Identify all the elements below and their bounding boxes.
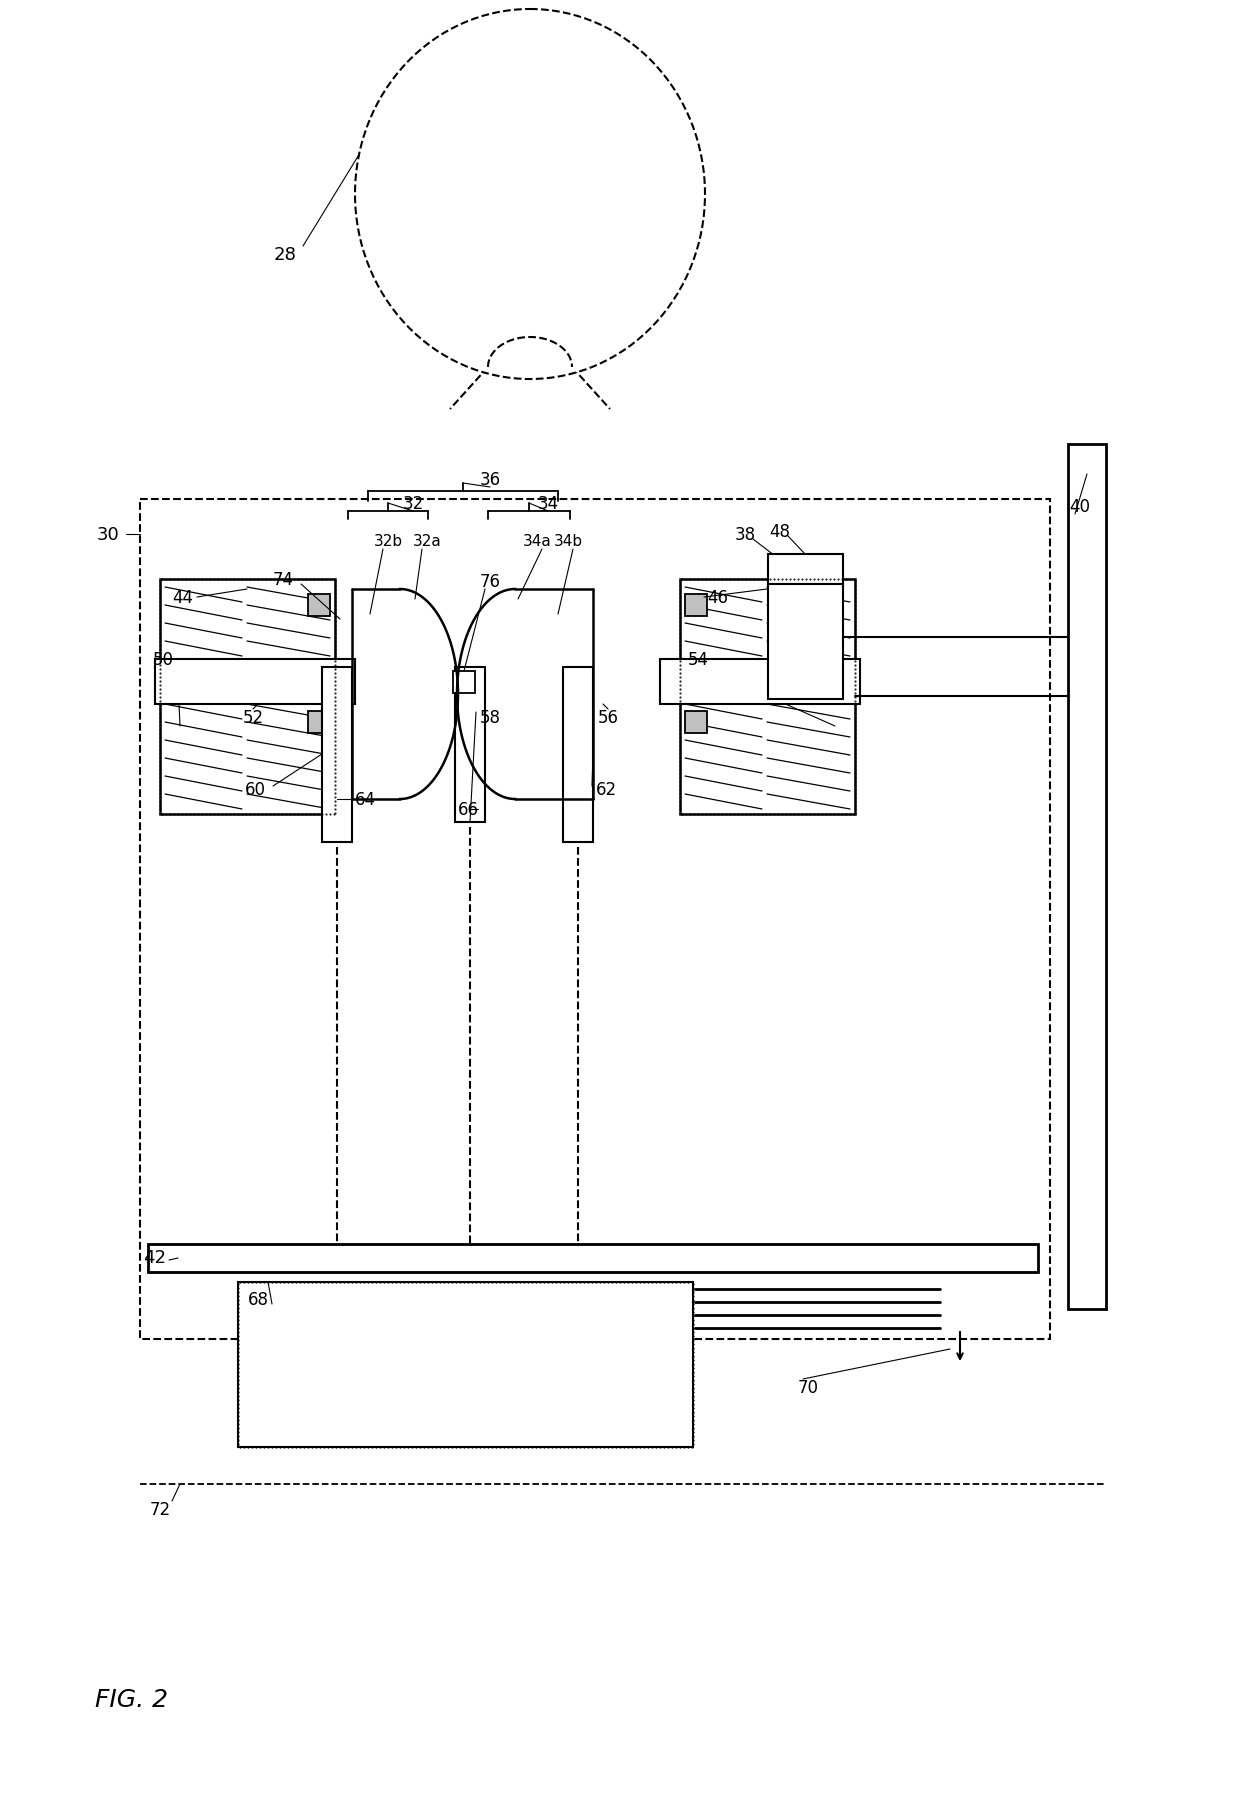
Bar bbox=[768, 579, 843, 699]
Bar bbox=[680, 579, 856, 814]
Bar bbox=[455, 667, 485, 822]
Text: 74: 74 bbox=[273, 570, 294, 588]
Bar bbox=[322, 667, 352, 843]
Text: 50: 50 bbox=[153, 651, 174, 669]
Bar bbox=[660, 660, 861, 705]
Text: 32a: 32a bbox=[413, 534, 441, 548]
Bar bbox=[563, 667, 593, 843]
Bar bbox=[155, 660, 355, 705]
Text: 56: 56 bbox=[598, 708, 619, 726]
Text: 52: 52 bbox=[243, 708, 264, 726]
Text: 32: 32 bbox=[402, 494, 424, 512]
Text: 62: 62 bbox=[595, 780, 616, 798]
Bar bbox=[768, 556, 843, 584]
Bar bbox=[453, 672, 475, 694]
Bar bbox=[308, 712, 330, 734]
Text: 46: 46 bbox=[708, 588, 729, 606]
Text: 48: 48 bbox=[770, 523, 791, 541]
Text: 64: 64 bbox=[355, 791, 376, 809]
Text: FIG. 2: FIG. 2 bbox=[95, 1687, 167, 1712]
Text: 32b: 32b bbox=[373, 534, 403, 548]
Bar bbox=[140, 500, 1050, 1340]
Text: 54: 54 bbox=[687, 651, 708, 669]
Bar bbox=[308, 595, 330, 617]
Text: 42: 42 bbox=[144, 1248, 166, 1266]
Bar bbox=[1068, 444, 1106, 1309]
Text: 72: 72 bbox=[150, 1500, 171, 1518]
Text: 44: 44 bbox=[172, 588, 193, 606]
Text: 28: 28 bbox=[274, 246, 296, 264]
Text: 34: 34 bbox=[537, 494, 558, 512]
Text: 40: 40 bbox=[1069, 498, 1090, 516]
Text: 66: 66 bbox=[458, 800, 479, 818]
Bar bbox=[684, 712, 707, 734]
Text: 70: 70 bbox=[797, 1379, 818, 1397]
Text: 30: 30 bbox=[97, 525, 119, 543]
Bar bbox=[684, 595, 707, 617]
Text: 60: 60 bbox=[244, 780, 265, 798]
Ellipse shape bbox=[355, 11, 706, 379]
Text: 38: 38 bbox=[734, 525, 755, 543]
Text: 34b: 34b bbox=[553, 534, 583, 548]
Text: 58: 58 bbox=[480, 708, 501, 726]
Text: 36: 36 bbox=[480, 471, 501, 489]
Bar bbox=[160, 579, 335, 814]
Bar bbox=[238, 1282, 693, 1447]
Text: 34a: 34a bbox=[522, 534, 552, 548]
Bar bbox=[148, 1244, 1038, 1273]
Text: 68: 68 bbox=[248, 1291, 269, 1309]
Text: 76: 76 bbox=[480, 574, 501, 592]
